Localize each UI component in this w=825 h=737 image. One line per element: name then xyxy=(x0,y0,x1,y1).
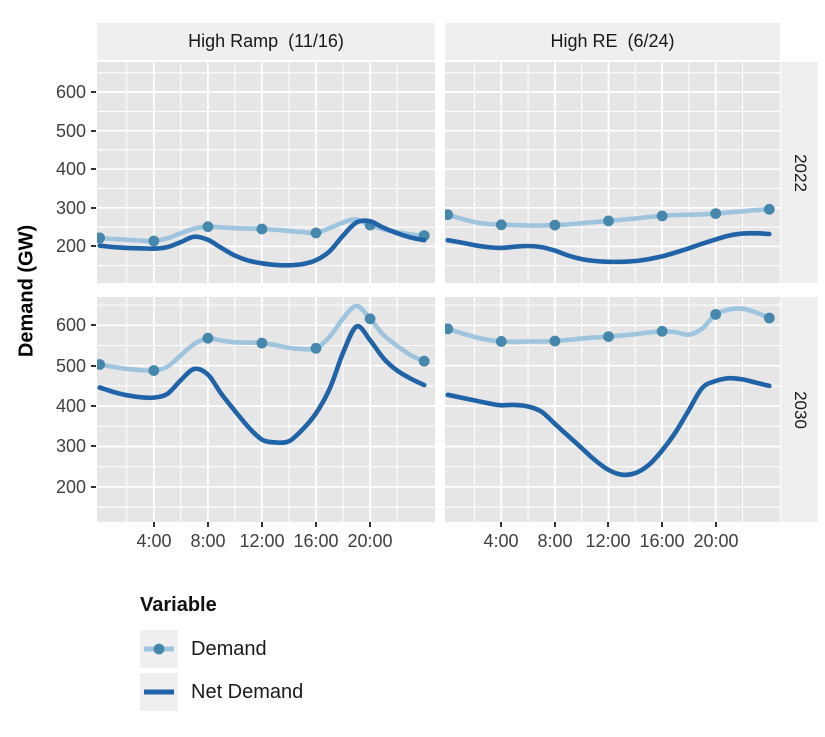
panel-2030-high-re xyxy=(442,297,780,522)
panel-plot-area xyxy=(94,297,435,522)
y-tick-mark xyxy=(91,130,96,132)
legend-key-net-demand-icon xyxy=(140,673,178,711)
x-tick-mark xyxy=(207,522,209,527)
facet-strip-2030: 2030 xyxy=(781,297,818,522)
y-tick-label: 200 xyxy=(55,236,86,256)
facet-strip-label-high-re: High RE (6/24) xyxy=(550,31,675,51)
panel-plot-area xyxy=(442,297,780,522)
panel-2022-high-re xyxy=(442,62,780,283)
x-tick-label: 12:00 xyxy=(585,531,631,551)
y-tick-mark xyxy=(91,168,96,170)
facet-strip-label-2022: 2022 xyxy=(790,153,810,192)
y-tick-mark xyxy=(91,324,96,326)
x-tick-mark xyxy=(661,522,663,527)
y-tick-mark xyxy=(91,245,96,247)
panel-2030-high-ramp xyxy=(94,297,435,522)
y-tick-mark xyxy=(91,365,96,367)
x-tick-mark xyxy=(153,522,155,527)
legend-key-demand-icon xyxy=(140,630,178,668)
y-tick-mark xyxy=(91,445,96,447)
panel-plot-area xyxy=(442,62,780,283)
panel-2022-high-ramp xyxy=(94,62,435,283)
x-tick-label: 20:00 xyxy=(347,531,393,551)
facet-strip-label-2030: 2030 xyxy=(790,390,810,429)
y-tick-label: 400 xyxy=(55,159,86,179)
legend-label-demand: Demand xyxy=(191,637,267,660)
x-tick-label: 4:00 xyxy=(483,531,519,551)
x-tick-label: 8:00 xyxy=(190,531,226,551)
x-tick-mark xyxy=(715,522,717,527)
legend-label-net-demand: Net Demand xyxy=(191,680,304,703)
x-tick-mark xyxy=(369,522,371,527)
panel-plot-area xyxy=(94,62,435,283)
x-tick-label: 12:00 xyxy=(239,531,285,551)
legend-item-demand: Demand xyxy=(140,630,303,668)
x-tick-mark xyxy=(315,522,317,527)
y-tick-label: 300 xyxy=(55,198,86,218)
x-tick-label: 20:00 xyxy=(693,531,739,551)
y-tick-mark xyxy=(91,486,96,488)
y-tick-label: 400 xyxy=(55,396,86,416)
legend-item-net-demand: Net Demand xyxy=(140,673,303,711)
x-tick-mark xyxy=(500,522,502,527)
x-tick-mark xyxy=(261,522,263,527)
x-tick-label: 16:00 xyxy=(639,531,685,551)
y-tick-mark xyxy=(91,207,96,209)
x-tick-mark xyxy=(607,522,609,527)
legend-title: Variable xyxy=(140,594,217,616)
demand-line-marker-icon xyxy=(144,643,174,655)
net-demand-line-icon xyxy=(144,689,174,695)
facet-strip-high-re: High RE (6/24) xyxy=(445,23,780,60)
y-tick-label: 600 xyxy=(55,315,86,335)
y-tick-label: 500 xyxy=(55,121,86,141)
y-tick-mark xyxy=(91,91,96,93)
x-tick-label: 4:00 xyxy=(136,531,172,551)
y-tick-label: 600 xyxy=(55,82,86,102)
y-tick-label: 300 xyxy=(55,436,86,456)
legend: Variable Demand Net Demand xyxy=(140,594,303,716)
facet-strip-2022: 2022 xyxy=(781,62,818,283)
y-tick-label: 500 xyxy=(55,356,86,376)
x-tick-label: 8:00 xyxy=(537,531,573,551)
x-tick-mark xyxy=(554,522,556,527)
x-tick-label: 16:00 xyxy=(293,531,339,551)
facet-strip-high-ramp: High Ramp (11/16) xyxy=(97,23,435,60)
y-tick-mark xyxy=(91,405,96,407)
y-tick-label: 200 xyxy=(55,477,86,497)
facet-strip-label-high-ramp: High Ramp (11/16) xyxy=(188,31,344,51)
